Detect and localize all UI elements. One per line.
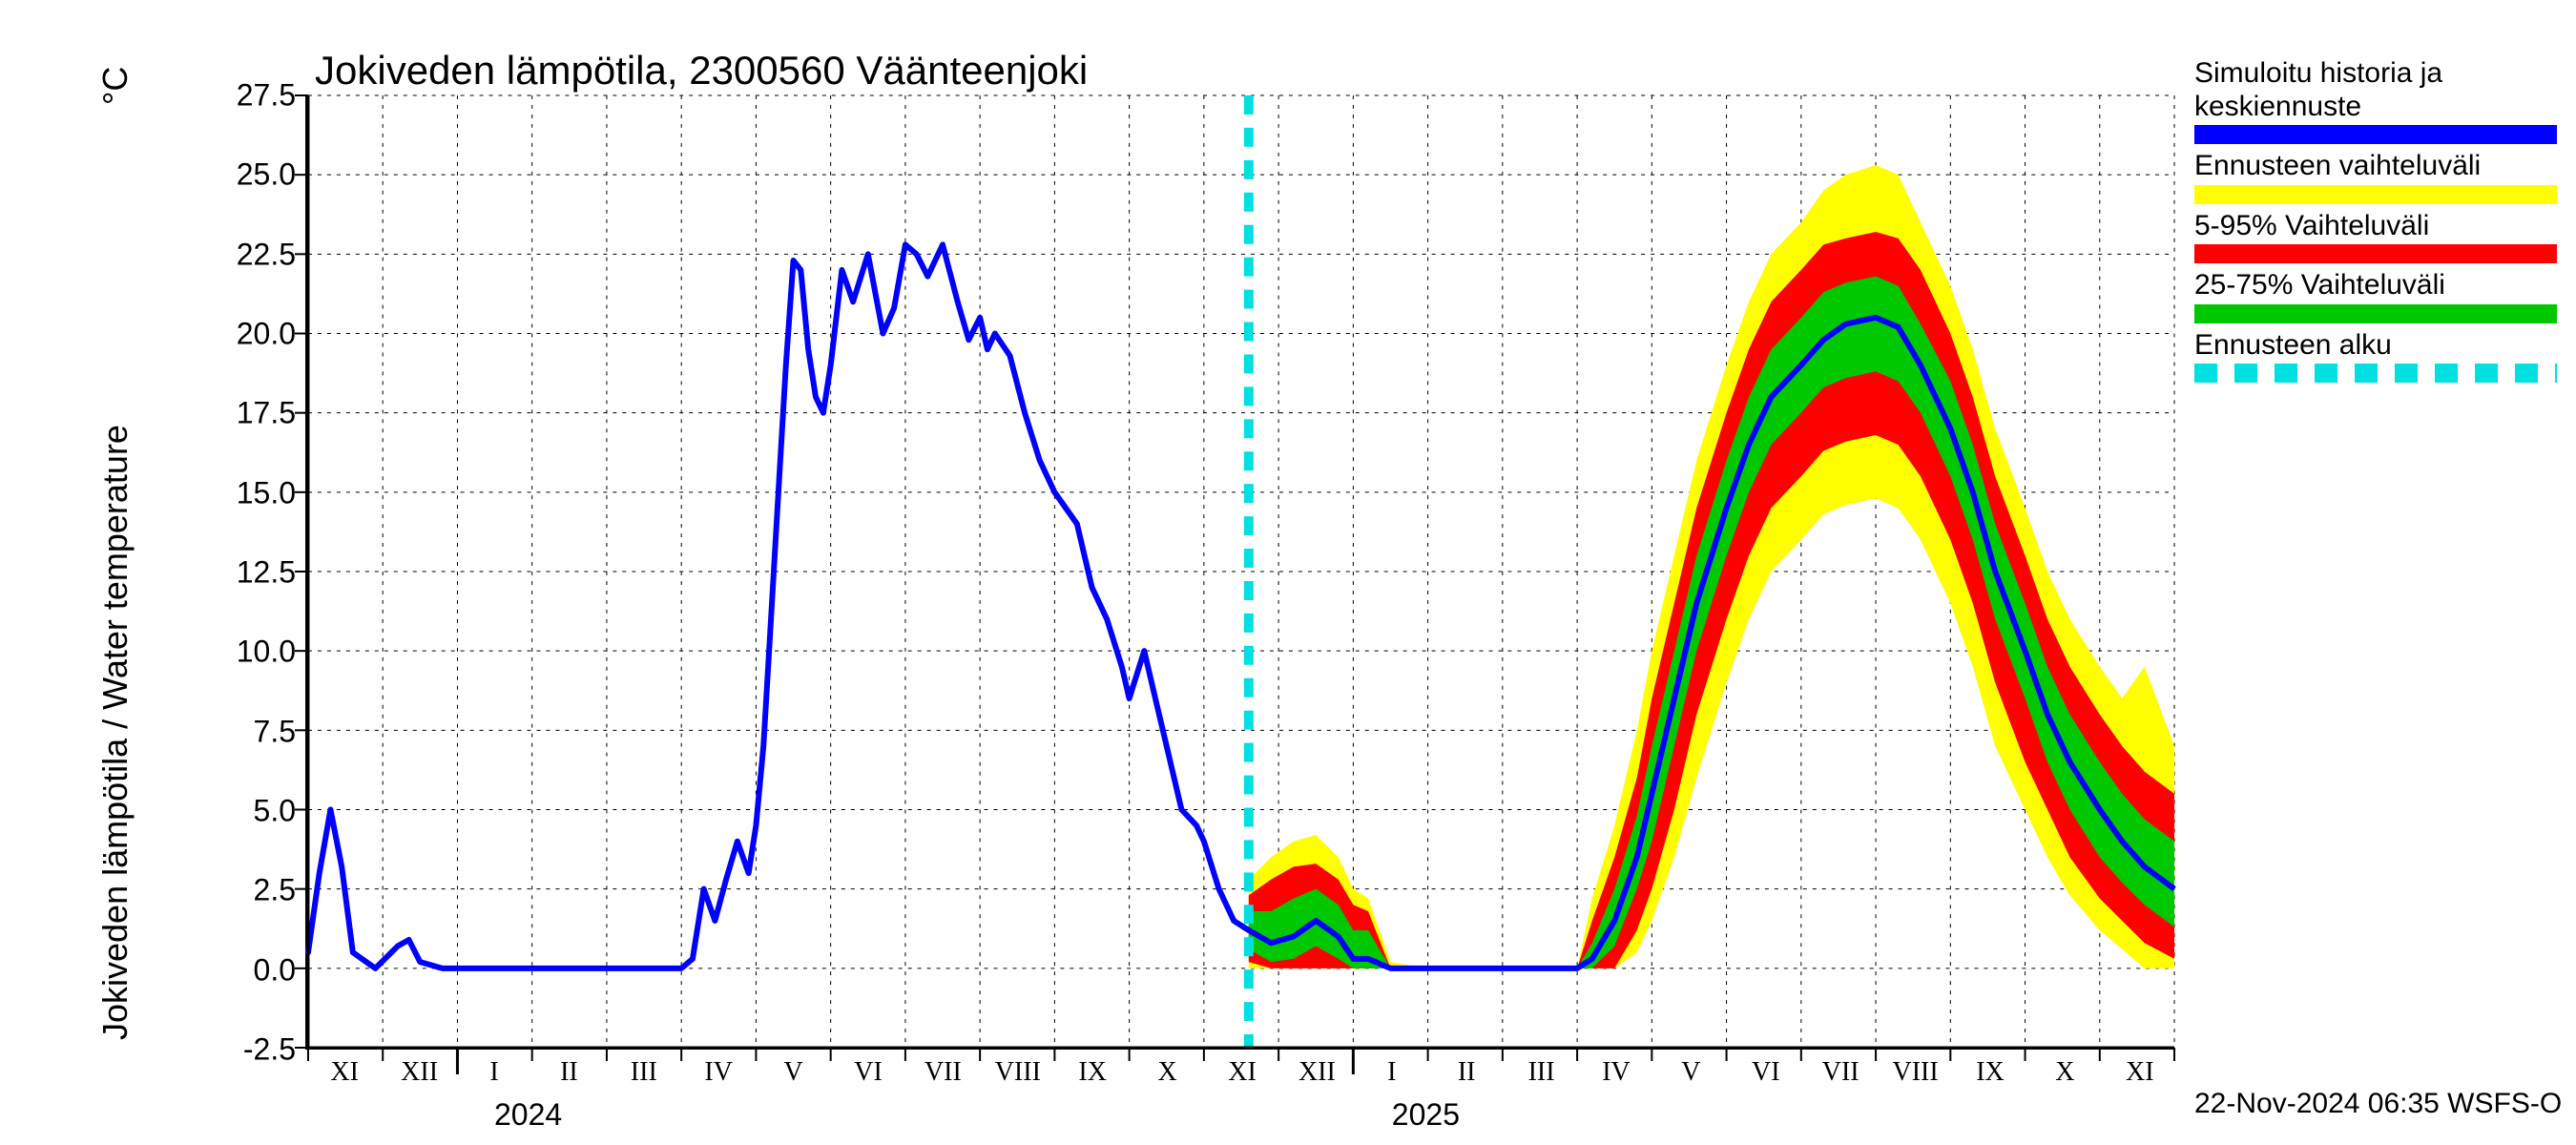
xtick-label: I bbox=[1387, 1057, 1396, 1088]
ytick-label: 12.5 bbox=[200, 555, 296, 591]
legend-item: Ennusteen vaihteluväli bbox=[2194, 150, 2557, 204]
legend-label: 5-95% Vaihteluväli bbox=[2194, 210, 2557, 243]
legend-label: 25-75% Vaihteluväli bbox=[2194, 269, 2557, 302]
legend-item: 5-95% Vaihteluväli bbox=[2194, 210, 2557, 264]
xtick-label: III bbox=[1528, 1057, 1555, 1088]
xtick-label: II bbox=[560, 1057, 578, 1088]
legend: Simuloitu historia jakeskiennuste Ennuste… bbox=[2194, 57, 2557, 388]
year-label: 2024 bbox=[494, 1097, 562, 1133]
legend-label: Ennusteen alku bbox=[2194, 329, 2557, 363]
xtick-label: VII bbox=[924, 1057, 962, 1088]
legend-swatch bbox=[2194, 364, 2557, 383]
xtick-label: VI bbox=[854, 1057, 883, 1088]
xtick-label: IX bbox=[1976, 1057, 2005, 1088]
xtick-label: II bbox=[1458, 1057, 1476, 1088]
legend-item: 25-75% Vaihteluväli bbox=[2194, 269, 2557, 323]
legend-item: Ennusteen alku bbox=[2194, 329, 2557, 384]
ytick-label: 5.0 bbox=[200, 794, 296, 829]
legend-label: keskiennuste bbox=[2194, 91, 2557, 124]
y-axis-unit: °C bbox=[95, 67, 135, 105]
xtick-label: VI bbox=[1752, 1057, 1780, 1088]
ytick-label: 15.0 bbox=[200, 475, 296, 510]
year-label: 2025 bbox=[1392, 1097, 1460, 1133]
legend-swatch bbox=[2194, 244, 2557, 263]
ytick-label: -2.5 bbox=[200, 1032, 296, 1068]
xtick-label: V bbox=[783, 1057, 802, 1088]
page-root: Jokiveden lämpötila, 2300560 Väänteenjok… bbox=[0, 0, 2576, 1145]
legend-swatch bbox=[2194, 185, 2557, 204]
ytick-label: 2.5 bbox=[200, 873, 296, 908]
legend-label: Simuloitu historia ja bbox=[2194, 57, 2557, 91]
xtick-label: IV bbox=[1602, 1057, 1631, 1088]
footer-timestamp: 22-Nov-2024 06:35 WSFS-O bbox=[2194, 1088, 2562, 1120]
legend-label: Ennusteen vaihteluväli bbox=[2194, 150, 2557, 183]
xtick-label: V bbox=[1681, 1057, 1700, 1088]
legend-swatch bbox=[2194, 125, 2557, 144]
ytick-label: 25.0 bbox=[200, 157, 296, 193]
legend-item: Simuloitu historia jakeskiennuste bbox=[2194, 57, 2557, 144]
ytick-label: 7.5 bbox=[200, 714, 296, 749]
ytick-label: 27.5 bbox=[200, 78, 296, 114]
xtick-label: IX bbox=[1078, 1057, 1107, 1088]
xtick-label: XI bbox=[2126, 1057, 2154, 1088]
ytick-label: 0.0 bbox=[200, 952, 296, 988]
ytick-label: 17.5 bbox=[200, 396, 296, 431]
chart-title: Jokiveden lämpötila, 2300560 Väänteenjok… bbox=[315, 48, 1088, 94]
xtick-label: XII bbox=[401, 1057, 438, 1088]
xtick-label: IV bbox=[704, 1057, 733, 1088]
ytick-label: 22.5 bbox=[200, 237, 296, 272]
xtick-label: XI bbox=[1228, 1057, 1257, 1088]
xtick-label: X bbox=[1157, 1057, 1176, 1088]
y-axis-label: Jokiveden lämpötila / Water temperature bbox=[95, 425, 135, 1040]
xtick-label: XI bbox=[330, 1057, 359, 1088]
ytick-label: 20.0 bbox=[200, 317, 296, 352]
xtick-label: VII bbox=[1822, 1057, 1859, 1088]
xtick-label: X bbox=[2055, 1057, 2074, 1088]
plot-svg bbox=[307, 95, 2175, 1048]
plot-area: -2.50.02.55.07.510.012.515.017.520.022.5… bbox=[305, 95, 2175, 1050]
legend-swatch bbox=[2194, 304, 2557, 323]
xtick-label: VIII bbox=[1892, 1057, 1938, 1088]
xtick-label: I bbox=[489, 1057, 498, 1088]
xtick-label: VIII bbox=[995, 1057, 1041, 1088]
ytick-label: 10.0 bbox=[200, 635, 296, 670]
xtick-label: XII bbox=[1298, 1057, 1336, 1088]
xtick-label: III bbox=[631, 1057, 657, 1088]
history-line bbox=[308, 244, 1249, 968]
